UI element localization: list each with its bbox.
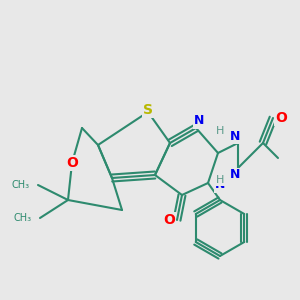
Text: O: O xyxy=(66,156,78,170)
Text: H: H xyxy=(216,175,224,185)
Text: O: O xyxy=(275,111,287,125)
Text: N: N xyxy=(230,130,240,142)
Text: H: H xyxy=(216,126,224,136)
Text: S: S xyxy=(143,103,153,117)
Text: CH₃: CH₃ xyxy=(14,213,32,223)
Text: CH₃: CH₃ xyxy=(12,180,30,190)
Text: N: N xyxy=(194,115,204,128)
Text: N: N xyxy=(230,169,240,182)
Text: O: O xyxy=(163,213,175,227)
Text: N: N xyxy=(215,178,225,191)
